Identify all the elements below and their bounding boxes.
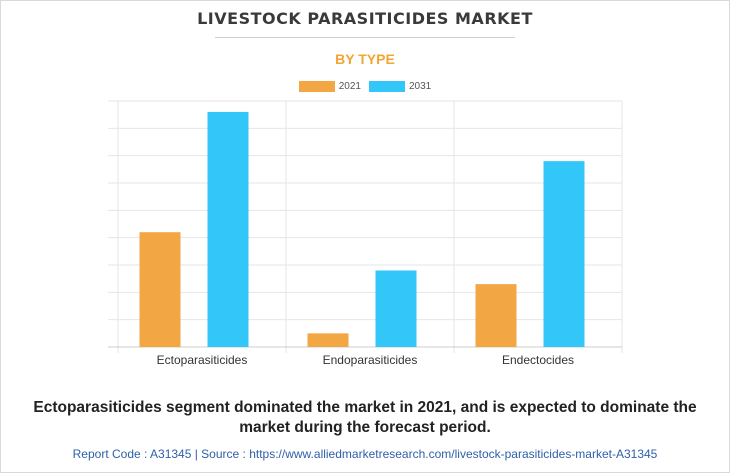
x-tick-label: Ectoparasiticides bbox=[157, 353, 248, 367]
chart-subtitle: BY TYPE bbox=[335, 51, 395, 67]
x-tick-label: Endoparasiticides bbox=[323, 353, 418, 367]
legend-label-2031: 2031 bbox=[409, 81, 432, 92]
legend-swatch-2021 bbox=[298, 81, 335, 92]
bar-ectoparasiticides-2031 bbox=[207, 111, 249, 347]
bar-ectoparasiticides-2021 bbox=[139, 232, 181, 347]
bar-endoparasiticides-2031 bbox=[375, 270, 417, 347]
bar-chart: Ectoparasiticides Endoparasiticides Endect… bbox=[108, 100, 623, 367]
legend-item-2031[interactable]: 2031 bbox=[369, 81, 431, 92]
legend-label-2021: 2021 bbox=[338, 81, 361, 92]
x-tick-label: Endectocides bbox=[502, 353, 574, 367]
chart-headline: Ectoparasiticides segment dominated the … bbox=[33, 399, 697, 436]
report-source-footer[interactable]: Report Code : A31345 | Source : https://… bbox=[72, 447, 658, 461]
chart-legend: 2021 2031 bbox=[0, 81, 730, 92]
chart-title: LIVESTOCK PARASITICIDES MARKET bbox=[197, 9, 533, 28]
legend-swatch-2031 bbox=[369, 81, 405, 92]
legend-item-2021[interactable]: 2021 bbox=[298, 81, 361, 92]
bar-endectocides-2031 bbox=[543, 161, 585, 347]
title-divider bbox=[215, 37, 515, 38]
bar-endectocides-2021 bbox=[475, 284, 517, 347]
bar-endoparasiticides-2021 bbox=[307, 333, 349, 347]
